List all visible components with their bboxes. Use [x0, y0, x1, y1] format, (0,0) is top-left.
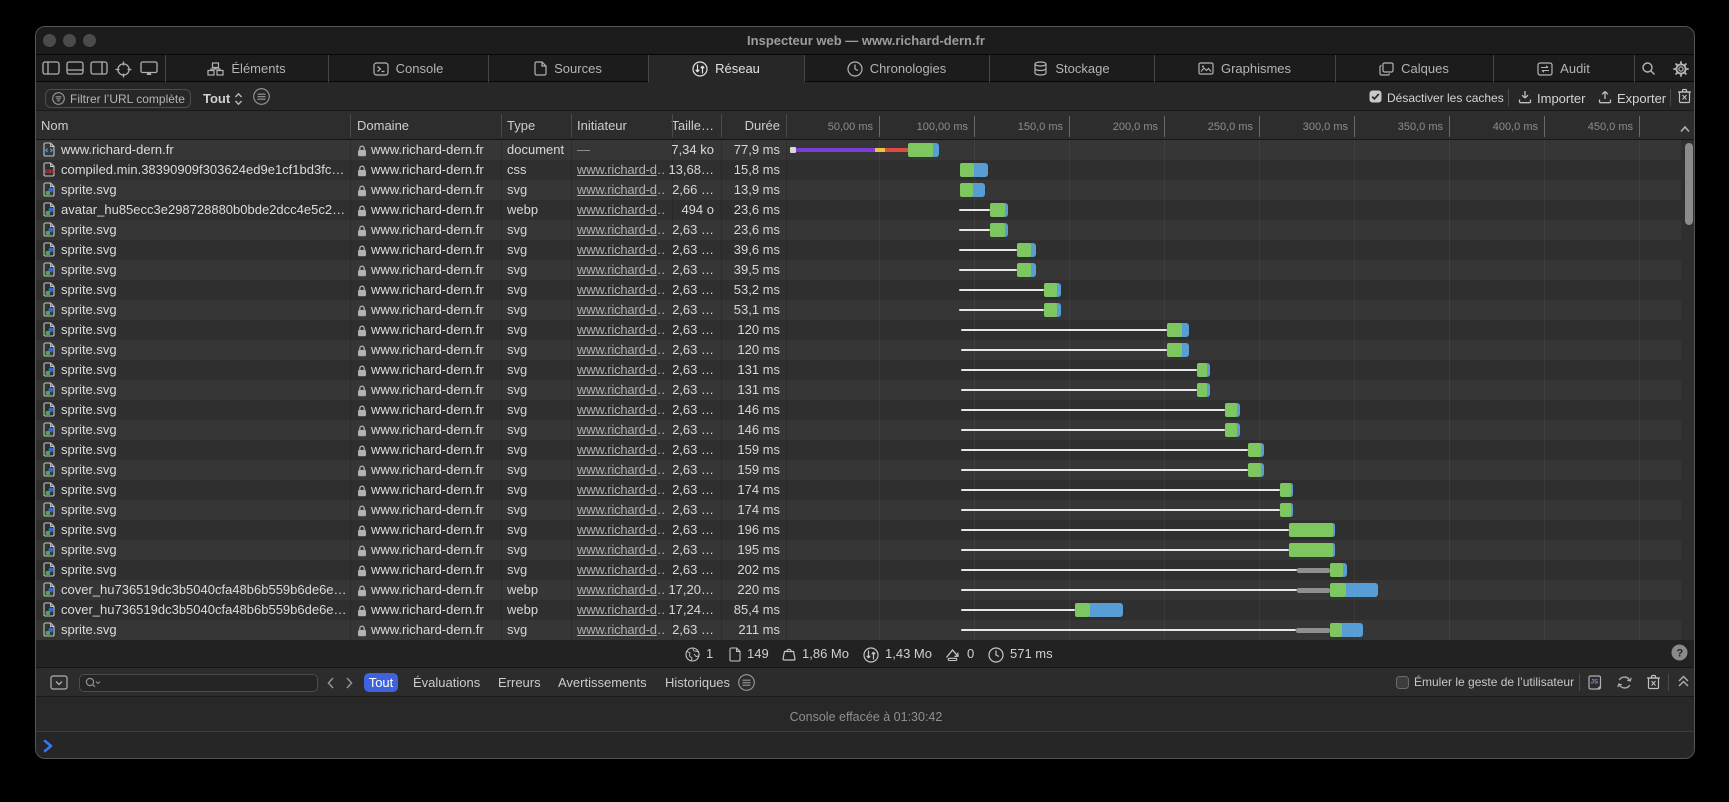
- svg-text:?: ?: [1677, 648, 1684, 660]
- svg-text:JS: JS: [1591, 680, 1598, 686]
- svg-text:css: css: [45, 169, 55, 175]
